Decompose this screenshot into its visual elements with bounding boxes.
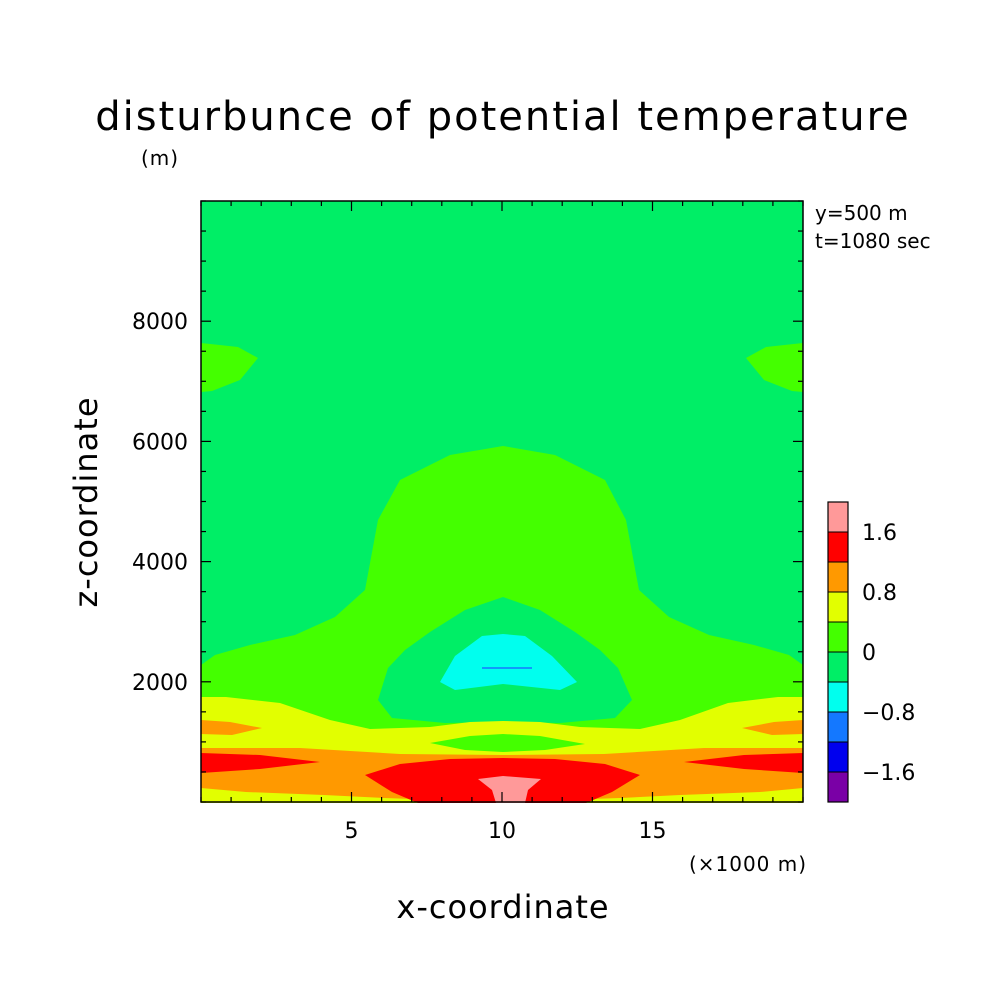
y-tick-label: 4000 [132,551,188,576]
annotation-y: y=500 m [815,201,908,225]
contour-field [201,201,803,803]
colorbar-swatch [828,622,848,652]
colorbar-swatch [828,772,848,802]
band-upper-left-lobe [201,343,258,392]
colorbar-swatch [828,592,848,622]
chart-title: disturbunce of potential temperature [95,94,911,140]
colorbar-tick-label: −0.8 [862,701,915,726]
colorbar-tick-label: 0.8 [862,581,897,606]
y-axis-label: z-coordinate [67,396,105,607]
colorbar-tick-label: 0 [862,641,876,666]
y-unit-label: (m) [141,146,179,170]
annotation-t: t=1080 sec [815,229,931,253]
colorbar: 1.6 0.8 0 −0.8 −1.6 [827,501,915,803]
band-green-lens [430,734,585,752]
band-upper-right-lobe [746,343,803,392]
x-tick-label: 5 [345,819,359,844]
band-red-left [201,753,320,773]
band-cyan [440,634,577,690]
y-tick-label: 6000 [132,430,188,455]
band-red-right [684,753,803,773]
colorbar-swatch [828,742,848,772]
x-unit-label: (×1000 m) [689,852,807,876]
x-axis-label: x-coordinate [396,888,609,926]
colorbar-tick-label: −1.6 [862,761,915,786]
colorbar-swatch [828,532,848,562]
y-tick-label: 2000 [132,671,188,696]
colorbar-swatch [828,682,848,712]
band-orange-right-strip [742,720,803,735]
axis-ticks [200,200,804,803]
colorbar-swatch [828,562,848,592]
colorbar-swatch [828,712,848,742]
x-tick-label: 10 [488,819,516,844]
tick-labels: 5 10 15 2000 4000 6000 8000 [132,310,667,844]
colorbar-swatch [828,502,848,532]
band-pink-core [478,776,541,803]
y-tick-label: 8000 [132,310,188,335]
colorbar-swatch [828,652,848,682]
colorbar-tick-label: 1.6 [862,521,897,546]
x-tick-label: 15 [639,819,667,844]
band-orange-left-strip [201,720,262,735]
